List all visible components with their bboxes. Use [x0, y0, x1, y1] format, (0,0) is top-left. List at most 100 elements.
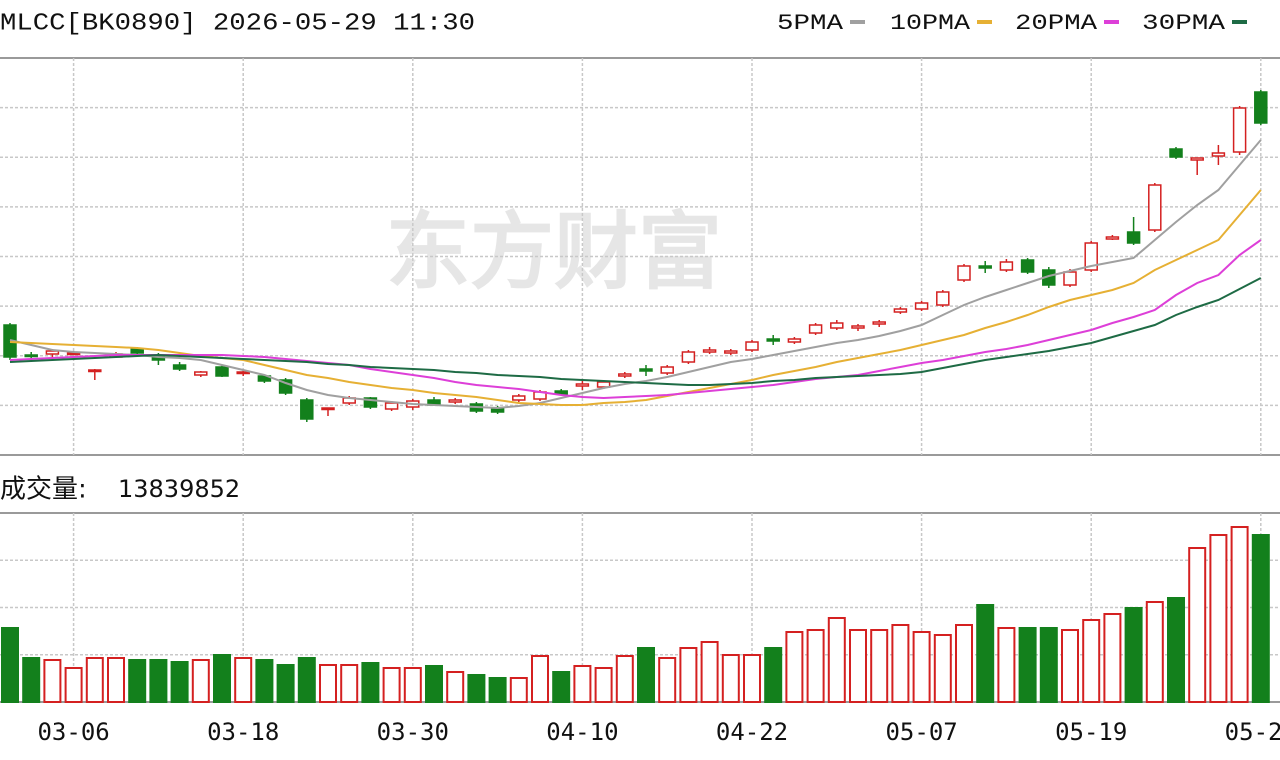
- volume-bar: [912, 631, 931, 703]
- candle-body: [236, 371, 250, 375]
- moving-average-line: [9, 239, 1262, 400]
- volume-bar: [1018, 626, 1037, 703]
- volume-bar: [997, 626, 1016, 703]
- volume-bar: [276, 664, 295, 703]
- candle-body: [639, 368, 653, 372]
- candle-body: [1254, 91, 1268, 124]
- volume-bar: [382, 666, 401, 704]
- volume-bar: [1082, 619, 1101, 703]
- candle-body: [130, 348, 144, 354]
- volume-bar: [827, 616, 846, 703]
- candle-body: [702, 349, 717, 353]
- candle-body: [830, 322, 844, 329]
- x-tick-label: 05-19: [1055, 718, 1127, 746]
- candle-body: [999, 261, 1014, 271]
- volume-bar: [446, 671, 465, 703]
- volume-bar: [213, 654, 231, 703]
- volume-bar: [234, 656, 253, 704]
- volume-bar: [149, 658, 168, 703]
- volume-bar: [594, 666, 613, 704]
- candle-body: [1190, 157, 1204, 161]
- candle-body: [724, 350, 738, 354]
- volume-bar: [1251, 534, 1270, 703]
- x-tick-label: 03-18: [207, 718, 279, 746]
- volume-bar: [658, 656, 677, 704]
- candle-body: [215, 366, 229, 377]
- volume-bar: [933, 633, 952, 704]
- candle-body: [66, 352, 81, 356]
- volume-bar: [1230, 526, 1249, 703]
- candle-body: [575, 383, 590, 387]
- candle-body: [321, 407, 335, 411]
- volume-bar: [255, 658, 274, 703]
- candle-body: [978, 265, 992, 269]
- volume-bar: [509, 677, 528, 704]
- candle-body: [384, 402, 399, 410]
- volume-bar: [43, 658, 62, 703]
- candle-body: [363, 397, 378, 408]
- volume-bar: [1188, 547, 1207, 703]
- x-tick-label: 04-22: [716, 718, 788, 746]
- volume-bar: [955, 623, 973, 704]
- candle-body: [936, 291, 950, 306]
- x-tick-label: 03-30: [377, 718, 449, 746]
- volume-bar: [891, 623, 910, 704]
- candle-body: [808, 324, 823, 334]
- volume-bar: [297, 656, 316, 704]
- x-tick-label: 03-06: [37, 718, 109, 746]
- candle-body: [1169, 148, 1183, 158]
- legend-label: 10PMA: [890, 11, 971, 36]
- candle-body: [1063, 271, 1077, 286]
- volume-bar: [870, 629, 889, 703]
- chart-title: MLCC[BK0890] 2026-05-29 11:30: [0, 10, 475, 37]
- volume-bar: [764, 647, 783, 704]
- volume-bar: [191, 658, 210, 703]
- candle-body: [618, 373, 632, 377]
- legend-label: 5PMA: [777, 11, 844, 36]
- volume-bar: [700, 640, 719, 703]
- volume-bar: [467, 673, 486, 704]
- volume-bar: [849, 629, 867, 703]
- candle-body: [766, 338, 780, 342]
- moving-average-line: [9, 277, 1262, 386]
- candle-body: [300, 399, 314, 420]
- watermark: 东方财富: [386, 203, 722, 301]
- volume-bar: [976, 604, 995, 704]
- candle-body: [448, 399, 462, 403]
- candle-body: [45, 350, 60, 355]
- volume-bar: [785, 631, 804, 703]
- volume-bar: [1145, 600, 1164, 704]
- candle-body: [893, 308, 908, 313]
- candle-body: [1020, 259, 1035, 273]
- volume-bar: [1039, 626, 1058, 703]
- candle-body: [1126, 231, 1141, 244]
- candle-body: [1232, 107, 1247, 153]
- x-tick-label: 05-07: [885, 718, 957, 746]
- volume-bar: [340, 664, 359, 703]
- candle-body: [787, 338, 802, 343]
- volume-bar: [128, 658, 147, 703]
- candle-body: [914, 302, 929, 310]
- candle-body: [1211, 152, 1226, 157]
- volume-bar: [573, 664, 592, 704]
- volume-bar: [552, 671, 571, 703]
- candle-body: [872, 321, 886, 325]
- volume-bar: [1209, 534, 1228, 703]
- legend-label: 20PMA: [1015, 11, 1098, 36]
- candle-body: [24, 354, 38, 358]
- volume-bar: [615, 655, 634, 703]
- candle-body: [194, 371, 208, 376]
- legend-label: 30PMA: [1142, 11, 1226, 36]
- candle-body: [851, 325, 865, 329]
- volume-bar: [403, 666, 422, 704]
- volume-bar: [1, 626, 19, 703]
- volume-bar: [637, 647, 655, 704]
- volume-bar: [679, 647, 698, 704]
- volume-bar: [425, 664, 443, 704]
- volume-bar: [107, 656, 125, 704]
- candle-body: [660, 366, 674, 374]
- volume-bar: [1103, 613, 1122, 704]
- volume-bar: [319, 664, 337, 703]
- volume-bar: [1167, 597, 1185, 703]
